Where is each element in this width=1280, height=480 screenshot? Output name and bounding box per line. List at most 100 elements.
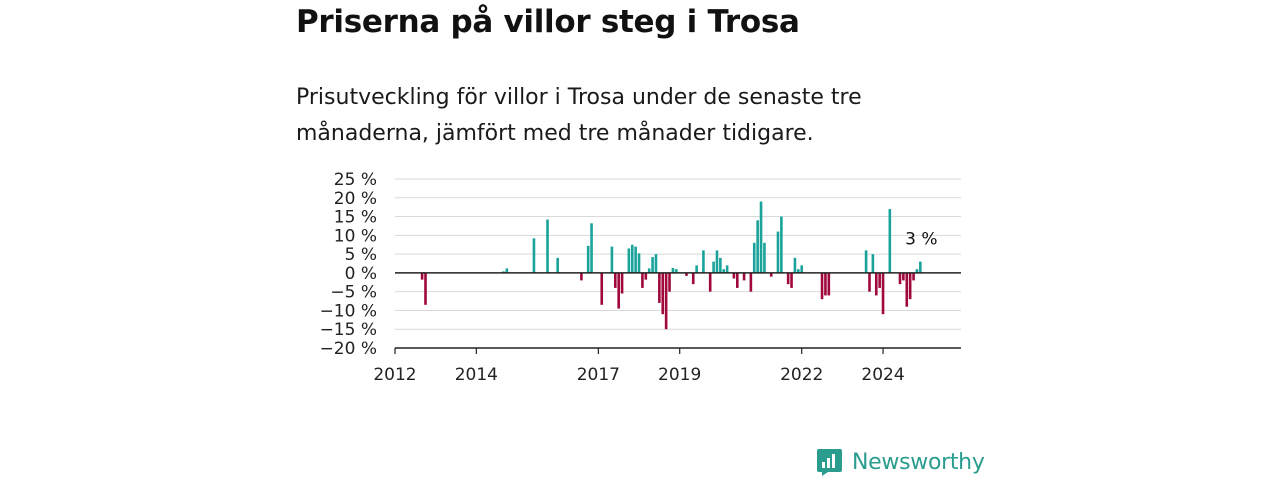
bar bbox=[634, 246, 637, 273]
bar bbox=[586, 245, 590, 273]
x-tick-label: 2017 bbox=[577, 365, 620, 385]
bar bbox=[902, 272, 905, 281]
bar bbox=[864, 250, 868, 273]
x-tick-label: 2012 bbox=[373, 365, 416, 385]
bar bbox=[671, 268, 675, 273]
x-tick-labels: 2012 2014 2017 2019 2022 2024 bbox=[373, 348, 905, 385]
bar bbox=[905, 272, 909, 307]
bar bbox=[874, 272, 878, 296]
y-tick-label: 10 % bbox=[334, 226, 377, 246]
bar bbox=[749, 272, 753, 292]
bar bbox=[888, 209, 892, 273]
y-tick-label: 0 % bbox=[345, 264, 377, 284]
bar bbox=[769, 272, 773, 277]
bar bbox=[908, 272, 912, 300]
bar bbox=[708, 272, 712, 292]
bar-chart-logo-icon bbox=[817, 448, 842, 476]
bar bbox=[763, 242, 766, 273]
bar bbox=[630, 244, 634, 273]
bar bbox=[502, 271, 505, 273]
bar bbox=[675, 269, 678, 273]
bar bbox=[827, 272, 831, 296]
chart-title: Priserna på villor steg i Trosa bbox=[296, 4, 800, 40]
x-tick-label: 2019 bbox=[658, 365, 701, 385]
bar bbox=[664, 272, 668, 330]
bar bbox=[661, 272, 665, 315]
bar bbox=[647, 268, 651, 273]
bar bbox=[627, 248, 631, 273]
bar bbox=[613, 272, 617, 288]
bar bbox=[702, 250, 705, 273]
y-tick-label: 20 % bbox=[334, 189, 377, 209]
bar bbox=[780, 216, 783, 273]
bar bbox=[617, 272, 620, 309]
bar bbox=[719, 257, 722, 273]
bar bbox=[668, 272, 671, 292]
bar bbox=[556, 257, 559, 273]
bar bbox=[722, 269, 726, 273]
y-tick-labels: 25 %20 %15 %10 %5 %0 %−5 %−10 %−15 %−20 … bbox=[320, 170, 377, 359]
bar bbox=[695, 265, 698, 273]
bar bbox=[881, 272, 885, 315]
bar bbox=[732, 272, 736, 279]
bar bbox=[651, 257, 654, 273]
bar bbox=[756, 220, 759, 273]
y-tick-label: −10 % bbox=[320, 301, 377, 321]
bar bbox=[790, 272, 793, 288]
axes bbox=[395, 272, 961, 349]
bar bbox=[776, 231, 780, 273]
bar bbox=[742, 272, 746, 281]
bar bbox=[736, 272, 739, 288]
bar bbox=[637, 253, 641, 273]
bar bbox=[800, 265, 804, 273]
brand-name: Newsworthy bbox=[852, 449, 985, 475]
x-tick-label: 2014 bbox=[455, 365, 498, 385]
bar bbox=[641, 272, 644, 288]
bar bbox=[532, 238, 536, 273]
bar bbox=[590, 223, 593, 273]
x-tick-label: 2024 bbox=[861, 365, 904, 385]
y-tick-label: −20 % bbox=[320, 339, 377, 359]
bar bbox=[919, 261, 922, 273]
bar bbox=[658, 272, 661, 303]
bar bbox=[752, 242, 756, 273]
y-tick-label: 5 % bbox=[345, 245, 377, 265]
bar bbox=[424, 272, 427, 305]
bar bbox=[759, 201, 763, 273]
newsworthy-logo: Newsworthy bbox=[816, 447, 985, 477]
y-tick-label: −5 % bbox=[330, 283, 377, 303]
bar bbox=[644, 272, 648, 280]
bar bbox=[915, 269, 919, 273]
bar bbox=[868, 272, 871, 292]
bar bbox=[725, 265, 729, 273]
gridlines bbox=[395, 178, 961, 330]
bar bbox=[654, 254, 658, 273]
bar bbox=[793, 257, 797, 273]
x-tick-label: 2022 bbox=[780, 365, 823, 385]
bar bbox=[820, 272, 824, 300]
bar bbox=[600, 272, 604, 305]
y-tick-label: 15 % bbox=[334, 208, 377, 228]
bar bbox=[797, 269, 800, 273]
chart-subtitle: Prisutveckling för villor i Trosa under … bbox=[296, 85, 862, 146]
bar bbox=[871, 254, 875, 273]
bar bbox=[878, 272, 881, 288]
y-tick-label: −15 % bbox=[320, 320, 377, 340]
bar bbox=[685, 272, 688, 276]
bar bbox=[898, 272, 902, 285]
bars bbox=[420, 201, 922, 330]
bar bbox=[912, 272, 915, 281]
bar bbox=[580, 272, 583, 281]
bar bbox=[620, 272, 624, 294]
y-tick-label: 25 % bbox=[334, 170, 377, 190]
bar bbox=[824, 272, 827, 296]
bar bbox=[420, 272, 424, 280]
bar bbox=[715, 250, 719, 273]
bar bbox=[786, 272, 790, 285]
bar bbox=[712, 261, 715, 273]
bar bbox=[546, 219, 549, 273]
last-value-label: 3 % bbox=[905, 230, 937, 250]
bar bbox=[505, 268, 509, 273]
bar bbox=[610, 246, 614, 273]
